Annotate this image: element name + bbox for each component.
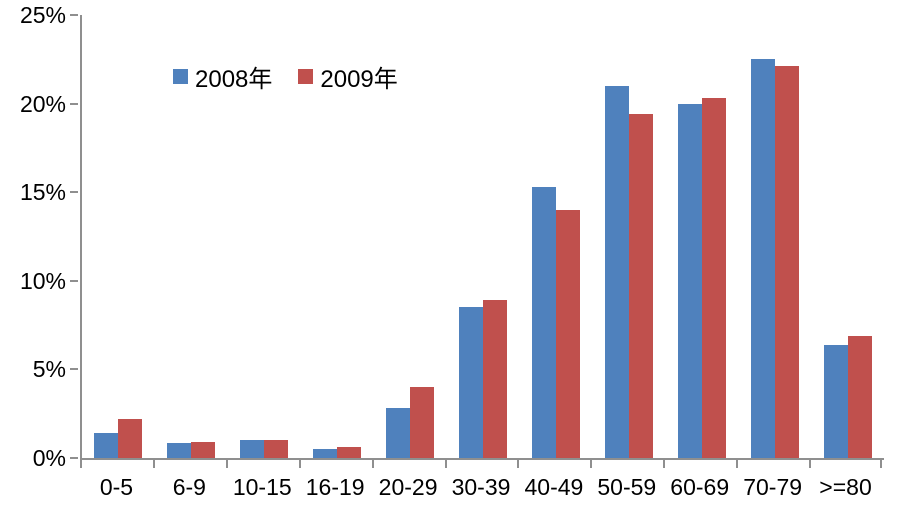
bar-2009年-50-59	[628, 114, 653, 458]
x-axis-tick	[299, 460, 301, 468]
y-tick-label: 5%	[32, 356, 66, 383]
bar-2009年-40-49	[555, 209, 580, 458]
y-axis-tick	[70, 14, 78, 16]
bar-2008年-30-39	[459, 307, 483, 458]
bar-2008年-10-15	[240, 440, 265, 458]
x-axis-tick	[809, 460, 811, 468]
bar-2008年-20-29	[386, 408, 411, 458]
bar-2008年-70-79	[750, 59, 775, 458]
x-category-label: 70-79	[743, 474, 803, 500]
bar-2008年-40-49	[531, 186, 556, 458]
y-axis-tick	[70, 102, 78, 105]
y-tick-label: 0%	[32, 445, 66, 471]
legend: 2008年 2009年	[173, 59, 398, 94]
bar-2009年-20-29	[410, 387, 435, 458]
x-category-label: 40-49	[524, 474, 584, 500]
x-category-label: 10-15	[232, 474, 292, 500]
y-tick-label: 15%	[19, 179, 66, 206]
bar-2009年-6-9	[191, 442, 216, 458]
x-category-label: 20-29	[378, 474, 438, 500]
x-axis-tick	[880, 460, 882, 468]
bar-2009年-0-5	[118, 419, 143, 458]
x-axis-tick	[153, 460, 155, 468]
bar-2009年-60-69	[701, 98, 726, 458]
bar-2008年-60-69	[677, 103, 702, 458]
x-axis-tick	[226, 460, 228, 468]
x-category-label: 6-9	[172, 474, 206, 500]
bar-2008年-0-5	[94, 433, 119, 458]
y-axis-tick	[70, 368, 78, 371]
x-category-label: >=80	[819, 474, 872, 500]
x-axis-tick	[517, 460, 519, 468]
y-axis-tick	[70, 457, 78, 459]
x-category-label: 60-69	[670, 474, 730, 500]
x-axis-tick	[445, 460, 447, 468]
legend-label-2008: 2008年	[195, 66, 273, 93]
y-axis-tick	[70, 279, 78, 282]
bar-2009年-16-19	[337, 447, 362, 458]
legend-label-2009: 2009年	[320, 66, 398, 93]
y-tick-label: 10%	[19, 267, 66, 294]
legend-swatch-2008-icon	[173, 69, 188, 84]
bar-2008年->=80	[823, 344, 848, 458]
legend-item-2008: 2008年	[173, 59, 272, 94]
x-axis-tick	[372, 460, 374, 468]
legend-item-2009: 2009年	[298, 59, 398, 94]
plot-area	[80, 15, 884, 460]
x-category-label: 30-39	[451, 474, 511, 500]
x-category-label: 50-59	[597, 474, 657, 500]
bar-2008年-6-9	[167, 442, 192, 458]
bar-2009年-10-15	[264, 440, 289, 458]
x-axis-tick	[80, 460, 82, 468]
y-tick-label: 20%	[19, 90, 66, 117]
y-axis-tick	[70, 191, 78, 194]
bar-2008年-50-59	[604, 85, 629, 458]
bar-2009年-30-39	[483, 300, 507, 458]
x-axis-tick	[736, 460, 738, 468]
bar-2009年-70-79	[774, 66, 799, 458]
legend-swatch-2009-icon	[298, 69, 314, 84]
bar-2009年->=80	[847, 335, 872, 458]
x-category-label: 16-19	[305, 474, 365, 500]
x-axis-tick	[663, 460, 665, 468]
y-tick-label: 25%	[19, 2, 66, 28]
x-axis-tick	[590, 460, 592, 468]
bar-2008年-16-19	[313, 449, 338, 458]
x-category-label: 0-5	[99, 474, 134, 500]
